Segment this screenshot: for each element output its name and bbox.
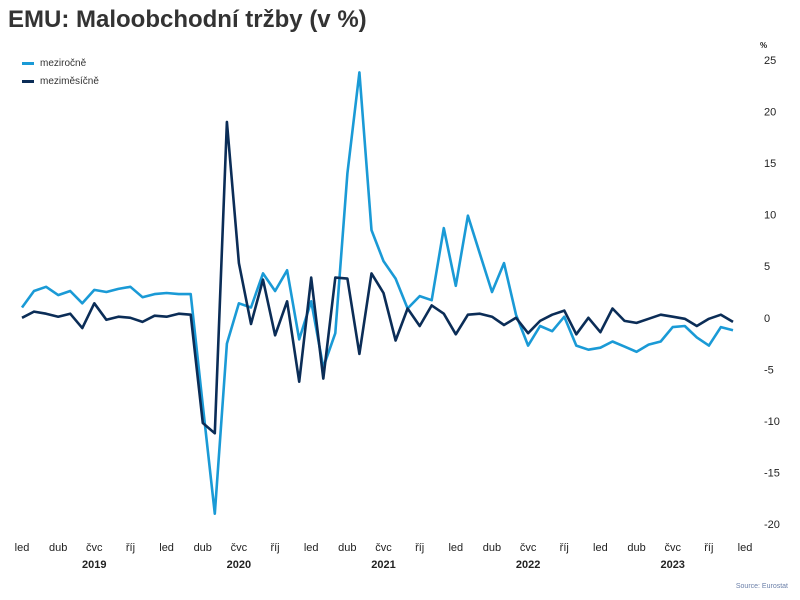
y-tick-label: 15	[764, 158, 776, 170]
legend-label-yoy: meziročně	[40, 57, 87, 69]
x-tick-label: říj	[415, 542, 424, 554]
y-axis: % 25 20 15 10 5 0 -5 -10 -15 -20	[760, 41, 780, 531]
y-tick-label: 25	[764, 55, 776, 67]
x-tick-label: čvc	[375, 542, 392, 554]
y-tick-label: 20	[764, 107, 776, 119]
x-tick-label: dub	[483, 542, 501, 554]
x-year-label: 2023	[660, 559, 684, 571]
x-year-label: 2020	[227, 559, 251, 571]
x-tick-label: dub	[49, 542, 67, 554]
x-tick-label: dub	[338, 542, 356, 554]
x-year-label: 2021	[371, 559, 395, 571]
y-tick-label: -10	[764, 416, 780, 428]
x-tick-label: říj	[560, 542, 569, 554]
y-unit-label: %	[760, 41, 767, 50]
series-line-mom	[21, 120, 734, 435]
x-tick-label: říj	[704, 542, 713, 554]
x-tick-label: led	[448, 542, 463, 554]
y-tick-label: 0	[764, 313, 770, 325]
y-tick-label: -5	[764, 364, 774, 376]
x-tick-label: led	[15, 542, 30, 554]
x-tick-label: led	[593, 542, 608, 554]
legend-swatch-mom	[22, 79, 34, 83]
x-tick-label: led	[159, 542, 174, 554]
y-tick-label: -20	[764, 519, 780, 531]
x-tick-label: čvc	[86, 542, 103, 554]
x-tick-label: led	[738, 542, 753, 554]
series-line-yoy	[20, 71, 734, 516]
legend: meziročně meziměsíčně	[22, 54, 99, 90]
x-tick-label: čvc	[231, 542, 248, 554]
chart-title: EMU: Maloobchodní tržby (v %)	[8, 6, 367, 33]
x-tick-label: říj	[126, 542, 135, 554]
source-note: Source: Eurostat	[735, 583, 788, 590]
legend-swatch-yoy	[22, 61, 34, 65]
series-lines	[20, 71, 734, 516]
x-axis: led dub čvc říj led dub čvc říj led dub čvc říj led d…	[15, 542, 753, 571]
x-tick-label: dub	[194, 542, 212, 554]
legend-item-yoy: meziročně	[22, 54, 99, 72]
y-tick-label: 5	[764, 261, 770, 273]
x-tick-label: říj	[270, 542, 279, 554]
x-tick-label: dub	[627, 542, 645, 554]
legend-item-mom: meziměsíčně	[22, 72, 99, 90]
x-tick-label: led	[304, 542, 319, 554]
x-year-label: 2022	[516, 559, 540, 571]
x-tick-label: čvc	[520, 542, 537, 554]
x-year-label: 2019	[82, 559, 106, 571]
y-tick-label: 10	[764, 210, 776, 222]
x-tick-label: čvc	[664, 542, 681, 554]
legend-label-mom: meziměsíčně	[40, 75, 99, 87]
y-tick-label: -15	[764, 467, 780, 479]
